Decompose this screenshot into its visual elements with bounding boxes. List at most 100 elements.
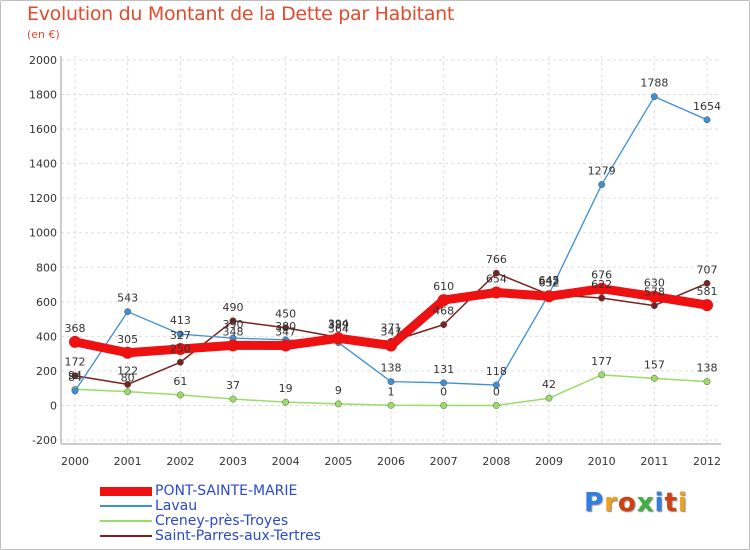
data-point bbox=[282, 324, 290, 332]
data-point bbox=[440, 321, 448, 329]
y-tick-label: 1800 bbox=[29, 89, 57, 102]
data-point bbox=[440, 379, 448, 387]
data-label: 581 bbox=[697, 285, 718, 298]
y-tick-label: 1000 bbox=[29, 227, 57, 240]
x-tick-label: 2002 bbox=[166, 455, 194, 468]
data-point bbox=[490, 286, 503, 299]
data-label: 327 bbox=[170, 329, 191, 342]
data-label: 676 bbox=[591, 269, 612, 282]
data-label: 450 bbox=[275, 308, 296, 321]
legend-label: Saint-Parres-aux-Tertres bbox=[155, 528, 321, 544]
y-tick-label: 600 bbox=[36, 296, 57, 309]
legend-label: PONT-SAINTE-MARIE bbox=[155, 483, 298, 499]
data-label: 707 bbox=[697, 263, 718, 276]
data-point bbox=[332, 332, 345, 345]
x-tick-label: 2007 bbox=[430, 455, 458, 468]
data-point bbox=[650, 374, 658, 382]
x-tick-label: 2008 bbox=[482, 455, 510, 468]
x-tick-label: 2000 bbox=[61, 455, 89, 468]
data-label: 138 bbox=[381, 362, 402, 375]
data-label: 347 bbox=[275, 326, 296, 339]
data-label: 118 bbox=[486, 365, 507, 378]
data-point bbox=[648, 290, 661, 303]
data-point bbox=[650, 93, 658, 101]
data-point bbox=[124, 380, 132, 388]
data-label: 131 bbox=[433, 363, 454, 376]
data-label: 122 bbox=[117, 364, 138, 377]
data-point bbox=[703, 116, 711, 124]
data-label: 80 bbox=[121, 372, 135, 385]
data-label: 0 bbox=[493, 385, 500, 398]
x-tick-label: 2005 bbox=[324, 455, 352, 468]
data-point bbox=[543, 290, 555, 303]
data-point bbox=[71, 372, 79, 380]
data-label: 42 bbox=[542, 378, 556, 391]
data-point bbox=[229, 395, 237, 403]
legend-swatch bbox=[100, 535, 152, 537]
data-label: 645 bbox=[539, 274, 560, 287]
y-tick-label: 1200 bbox=[29, 192, 57, 205]
y-tick-label: 0 bbox=[50, 399, 57, 412]
data-label: 1788 bbox=[640, 77, 668, 90]
data-label: 368 bbox=[65, 322, 86, 335]
data-label: 578 bbox=[644, 286, 665, 299]
data-point bbox=[71, 387, 79, 395]
data-point bbox=[334, 400, 342, 408]
data-label: 642 bbox=[539, 275, 560, 288]
y-tick-label: 2000 bbox=[29, 54, 57, 67]
x-tick-label: 2006 bbox=[377, 455, 405, 468]
x-tick-label: 2001 bbox=[114, 455, 142, 468]
chart-title: Evolution du Montant de la Dette par Hab… bbox=[27, 3, 455, 25]
data-label: 413 bbox=[170, 314, 191, 327]
x-tick-label: 2010 bbox=[588, 455, 616, 468]
data-point bbox=[650, 302, 658, 310]
data-point bbox=[387, 401, 395, 409]
legend-swatch bbox=[100, 505, 152, 507]
data-label: 389 bbox=[328, 318, 349, 331]
data-label: 172 bbox=[65, 356, 86, 369]
data-point bbox=[124, 388, 132, 396]
data-point bbox=[124, 308, 132, 316]
data-label: 380 bbox=[275, 320, 296, 333]
x-tick-label: 2012 bbox=[693, 455, 721, 468]
data-point bbox=[387, 378, 395, 386]
y-tick-label: 1400 bbox=[29, 158, 57, 171]
data-point bbox=[492, 269, 500, 277]
data-point bbox=[598, 371, 606, 379]
data-label: 1654 bbox=[693, 100, 721, 113]
data-label: 0 bbox=[440, 385, 447, 398]
data-point bbox=[176, 330, 184, 338]
data-point bbox=[69, 335, 81, 348]
data-label: 84 bbox=[68, 371, 82, 384]
data-label: 364 bbox=[328, 323, 349, 336]
data-label: 138 bbox=[697, 362, 718, 375]
data-point bbox=[279, 339, 292, 352]
line-chart: -200020040060080010001200140016001800200… bbox=[29, 54, 721, 468]
data-point bbox=[492, 381, 500, 389]
data-point bbox=[545, 394, 553, 402]
data-label: 1 bbox=[388, 385, 395, 398]
proxiti-logo: Proxiti bbox=[584, 488, 688, 518]
y-tick-label: -200 bbox=[32, 434, 57, 447]
data-point bbox=[174, 342, 187, 355]
data-label: 37 bbox=[226, 379, 240, 392]
data-label: 610 bbox=[433, 280, 454, 293]
data-label: 371 bbox=[381, 321, 402, 334]
data-label: 305 bbox=[117, 333, 138, 346]
data-label: 94 bbox=[68, 369, 82, 382]
data-point bbox=[176, 358, 184, 366]
data-label: 654 bbox=[486, 272, 507, 285]
data-label: 157 bbox=[644, 358, 665, 371]
legend-label: Lavau bbox=[155, 498, 198, 514]
y-tick-label: 1600 bbox=[29, 123, 57, 136]
data-label: 19 bbox=[279, 382, 293, 395]
data-label: 632 bbox=[539, 276, 560, 289]
data-point bbox=[595, 282, 608, 295]
data-label: 177 bbox=[591, 355, 612, 368]
data-point bbox=[282, 398, 290, 406]
data-point bbox=[229, 317, 237, 325]
data-label: 9 bbox=[335, 384, 342, 397]
data-point bbox=[440, 402, 448, 409]
data-label: 61 bbox=[173, 375, 187, 388]
data-point bbox=[385, 339, 397, 352]
